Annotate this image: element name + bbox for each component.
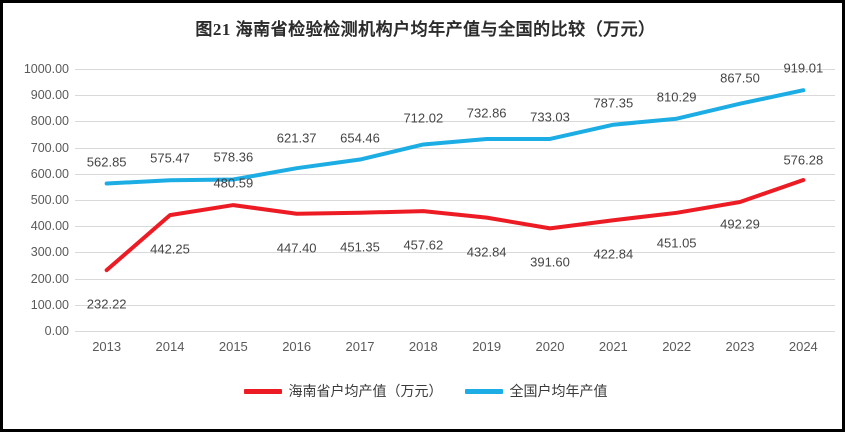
series-line-2 [104,88,806,186]
y-axis-tick-label: 200.00 [30,271,69,286]
data-label: 732.86 [466,105,507,121]
legend-line-swatch-icon [243,388,282,394]
x-axis-tick-label: 2020 [535,339,565,354]
y-axis-tick-label: 400.00 [30,219,69,234]
data-label: 576.28 [783,152,824,168]
y-axis-tick-label: 1000.00 [23,62,69,76]
data-label: 575.47 [150,150,190,166]
x-axis-tick-label: 2024 [788,339,818,354]
legend-item-2[interactable]: 全国户均年产值 [464,381,608,401]
data-label: 422.84 [593,246,634,262]
y-axis-tick-label: 900.00 [30,88,69,103]
y-axis-tick-label: 0.00 [44,324,69,338]
series-line-1 [104,178,806,273]
data-label: 562.85 [86,154,127,170]
data-label: 810.29 [656,89,697,105]
x-axis-tick-label: 2022 [662,339,692,354]
data-label: 457.62 [403,237,444,253]
data-label: 867.50 [720,70,760,86]
x-axis-tick-label: 2017 [345,339,375,354]
chart-title: 图21 海南省检验检测机构户均年产值与全国的比较（万元） [195,20,656,39]
gridline [75,121,835,123]
legend-item-label: 海南省户均产值（万元） [288,385,443,400]
y-axis-tick-label: 300.00 [30,245,69,260]
chart-legend: 海南省户均产值（万元） 全国户均年产值 [3,381,842,401]
data-label: 919.01 [783,60,824,76]
gridline [75,69,835,70]
y-axis-tick-label: 100.00 [30,297,69,312]
x-axis-tick-label: 2013 [92,339,122,354]
gridline [75,200,835,201]
data-label: 232.22 [86,296,127,312]
y-axis-tick-label: 800.00 [30,114,69,129]
x-axis-tick-label: 2019 [472,339,502,354]
data-label: 621.37 [276,130,317,146]
plot-area: 232.22 442.25 480.59 447.40 451.35 457.62 432.… [75,61,835,332]
x-axis-tick-label: 2023 [725,339,755,354]
legend-line-swatch-icon [464,388,503,394]
gridline [75,226,835,228]
data-label: 442.25 [150,241,190,257]
y-axis-tick-label: 700.00 [30,140,69,155]
data-label: 733.03 [530,109,570,125]
x-axis-tick-label: 2018 [408,339,438,354]
gridline [75,278,835,280]
gridline [75,95,835,97]
data-label: 712.02 [403,110,444,126]
gridline [75,304,835,306]
data-label: 578.36 [213,149,254,165]
x-axis-tick-label: 2016 [282,339,312,354]
y-axis: 1000.00 900.00 800.00 700.00 600.00 500.00 400… [3,62,69,338]
gridline [75,252,835,254]
data-label: 787.35 [593,95,634,111]
gridline [75,147,835,149]
data-label: 451.05 [656,235,697,251]
data-label: 391.60 [530,254,570,270]
data-label: 492.29 [720,216,760,232]
x-axis-tick-label: 2014 [155,339,185,354]
gridline [75,331,835,332]
legend-item-label: 全国户均年产值 [509,385,608,400]
gridline [75,173,835,175]
x-axis-tick-label: 2021 [598,339,628,354]
series-lines [104,88,806,273]
data-label: 654.46 [340,130,380,146]
data-label: 451.35 [340,239,380,255]
data-label: 432.84 [466,244,507,260]
legend-item-1[interactable]: 海南省户均产值（万元） [243,381,443,401]
y-axis-tick-label: 600.00 [30,166,69,181]
data-label: 447.40 [276,240,317,256]
y-axis-tick-label: 500.00 [30,193,69,207]
x-axis-tick-label: 2015 [218,339,248,354]
data-label: 480.59 [213,175,254,191]
x-axis: 2013 2014 2015 2016 2017 2018 2019 2020 2021 2022… [75,339,835,361]
